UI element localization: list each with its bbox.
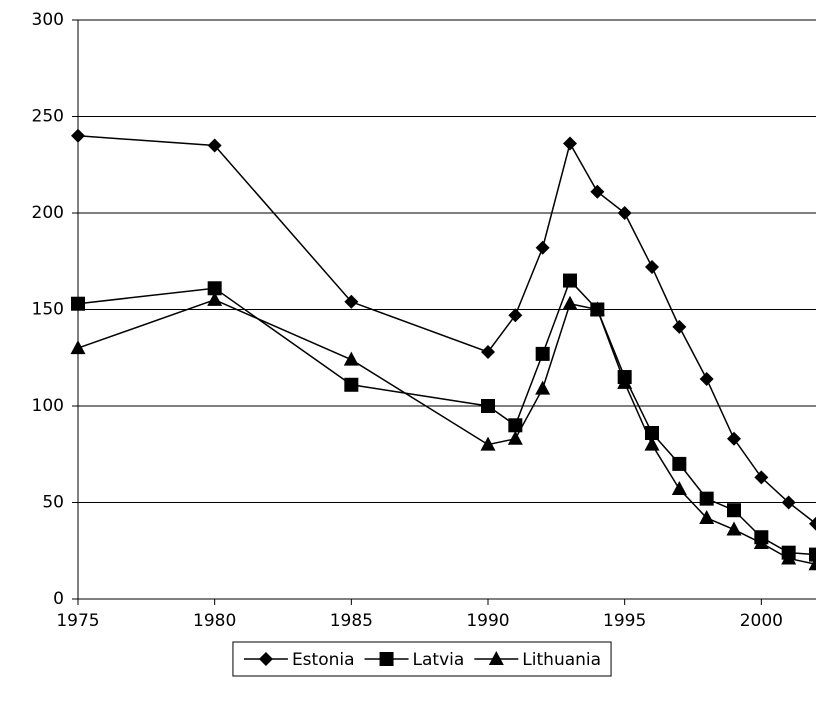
marker: [535, 346, 550, 361]
marker: [71, 128, 85, 143]
marker: [70, 340, 86, 355]
marker: [562, 295, 578, 310]
series-line: [77, 299, 816, 565]
marker: [644, 436, 660, 451]
legend-label: Latvia: [413, 650, 465, 670]
marker: [753, 535, 769, 550]
marker: [808, 556, 816, 571]
marker: [480, 436, 496, 451]
marker: [590, 184, 605, 199]
y-tick-label: 300: [32, 10, 64, 30]
marker: [343, 351, 359, 366]
marker: [563, 273, 577, 288]
marker: [207, 138, 222, 153]
y-tick-label: 50: [42, 493, 64, 513]
marker: [344, 377, 359, 392]
marker: [781, 495, 796, 510]
x-tick-label: 1985: [330, 611, 373, 631]
marker: [207, 291, 223, 306]
series-line: [77, 279, 816, 556]
marker: [535, 240, 550, 255]
y-tick-label: 250: [32, 107, 64, 127]
marker: [535, 380, 551, 395]
marker: [617, 206, 632, 220]
x-tick-label: 2000: [740, 611, 783, 631]
marker: [809, 547, 816, 562]
legend-label: Estonia: [292, 650, 355, 670]
marker: [699, 509, 715, 524]
legend-box: [232, 641, 612, 677]
y-tick-label: 150: [32, 300, 64, 320]
marker: [726, 521, 742, 536]
legend-marker: [258, 652, 273, 666]
marker: [508, 418, 523, 433]
marker: [645, 260, 659, 275]
marker: [617, 374, 633, 389]
marker: [809, 516, 816, 531]
marker: [699, 371, 714, 386]
marker: [508, 308, 523, 323]
legend-marker: [379, 652, 394, 666]
series-line: [77, 135, 816, 525]
marker: [672, 319, 687, 334]
marker: [563, 136, 577, 151]
x-tick-label: 1980: [193, 611, 236, 631]
marker: [672, 456, 687, 471]
marker: [754, 470, 769, 485]
marker: [481, 399, 495, 413]
legend-marker: [488, 651, 504, 665]
marker: [781, 550, 797, 565]
marker: [207, 281, 222, 296]
marker: [727, 503, 741, 518]
marker: [71, 296, 85, 311]
legend-label: Lithuania: [522, 650, 601, 670]
x-tick-label: 1975: [56, 611, 99, 631]
marker: [727, 431, 741, 446]
x-tick-label: 1995: [603, 611, 646, 631]
y-tick-label: 200: [32, 203, 64, 223]
marker: [344, 294, 359, 309]
y-tick-label: 0: [53, 589, 64, 609]
marker: [507, 430, 523, 445]
legend: Estonia Latvia Lithuania: [232, 641, 612, 677]
y-tick-label: 100: [32, 396, 64, 416]
marker: [589, 301, 605, 316]
marker: [481, 344, 495, 359]
x-tick-label: 1990: [466, 611, 509, 631]
marker: [699, 491, 714, 506]
marker: [671, 480, 687, 495]
